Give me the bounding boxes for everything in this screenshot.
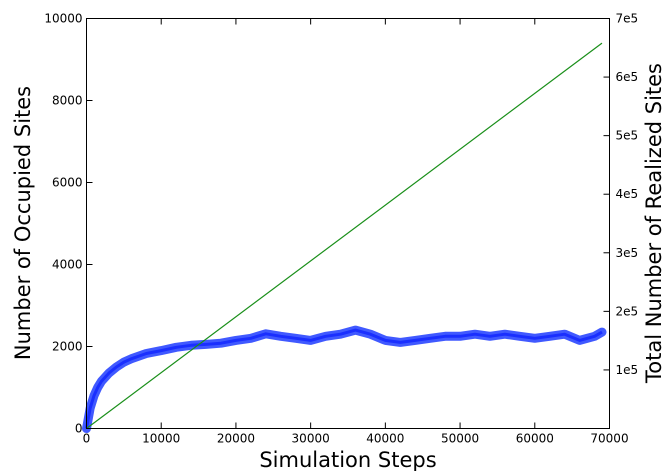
plot-frame <box>86 18 610 429</box>
x-tick-label: 0 <box>83 432 91 446</box>
x-tick-label: 70000 <box>590 432 628 446</box>
y2-axis-title: Total Number of Realized Sites <box>642 63 665 384</box>
y2-tick-label: 5e5 <box>616 129 639 143</box>
y-axis-title: Number of Occupied Sites <box>11 86 35 360</box>
y2-tick-label: 7e5 <box>616 12 639 26</box>
y-tick-label: 0 <box>75 422 83 436</box>
x-axis-title: Simulation Steps <box>259 448 436 471</box>
x-tick-label: 10000 <box>142 432 180 446</box>
x-tick-label: 20000 <box>217 432 255 446</box>
y-tick-label: 2000 <box>52 340 83 354</box>
series-occupied-sites-band <box>82 325 607 433</box>
x-tick-label: 30000 <box>292 432 330 446</box>
ticks-layer: 0 10000 20000 30000 40000 50000 60000 70000 0 200… <box>44 12 638 446</box>
y2-tick-label: 6e5 <box>616 70 639 84</box>
x-tick-label: 50000 <box>441 432 479 446</box>
y-tick-label: 8000 <box>52 94 83 108</box>
y2-tick-label: 3e5 <box>616 246 639 260</box>
y2-tick-label: 1e5 <box>616 363 639 377</box>
y-tick-label: 10000 <box>44 12 82 26</box>
series-layer <box>82 42 607 433</box>
y-tick-label: 4000 <box>52 258 83 272</box>
x-tick-label: 60000 <box>516 432 554 446</box>
series-realized-sites-line <box>86 42 603 429</box>
y2-tick-label: 4e5 <box>616 187 639 201</box>
series-occupied-sites-line <box>85 328 603 429</box>
x-tick-label: 40000 <box>366 432 404 446</box>
y-tick-label: 6000 <box>52 176 83 190</box>
y2-tick-label: 2e5 <box>616 304 639 318</box>
